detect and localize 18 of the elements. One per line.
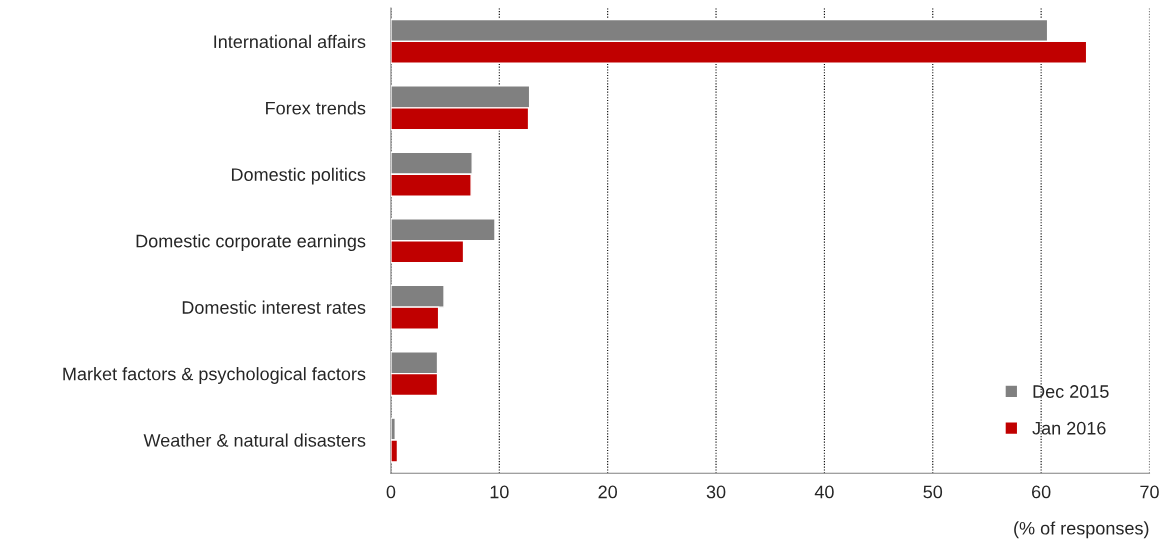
x-tick-label: 30 <box>706 485 726 499</box>
x-tick-label: 70 <box>1140 485 1159 499</box>
y-tick-label: Domestic corporate earnings <box>136 234 366 252</box>
y-tick-label: Market factors & psychological factors <box>63 367 366 384</box>
y-tick-label: Weather & natural disasters <box>143 433 366 447</box>
y-tick-label: Domestic interest rates <box>182 300 366 314</box>
x-tick-label: 10 <box>490 485 509 499</box>
legend-label: Jan 2016 <box>1032 421 1106 435</box>
x-tick-label: 20 <box>598 485 618 499</box>
x-axis-title: (% of responses) <box>1014 521 1149 539</box>
legend-label: Dec 2015 <box>1033 385 1109 398</box>
y-tick-label: Domestic politics <box>231 167 366 185</box>
x-tick-label: 0 <box>386 485 396 499</box>
x-tick-label: 60 <box>1032 485 1051 499</box>
x-tick-label: 40 <box>814 485 834 499</box>
x-tick-label: 50 <box>923 485 943 499</box>
y-tick-label: Forex trends <box>266 101 366 115</box>
y-tick-label: International affairs <box>214 34 366 49</box>
